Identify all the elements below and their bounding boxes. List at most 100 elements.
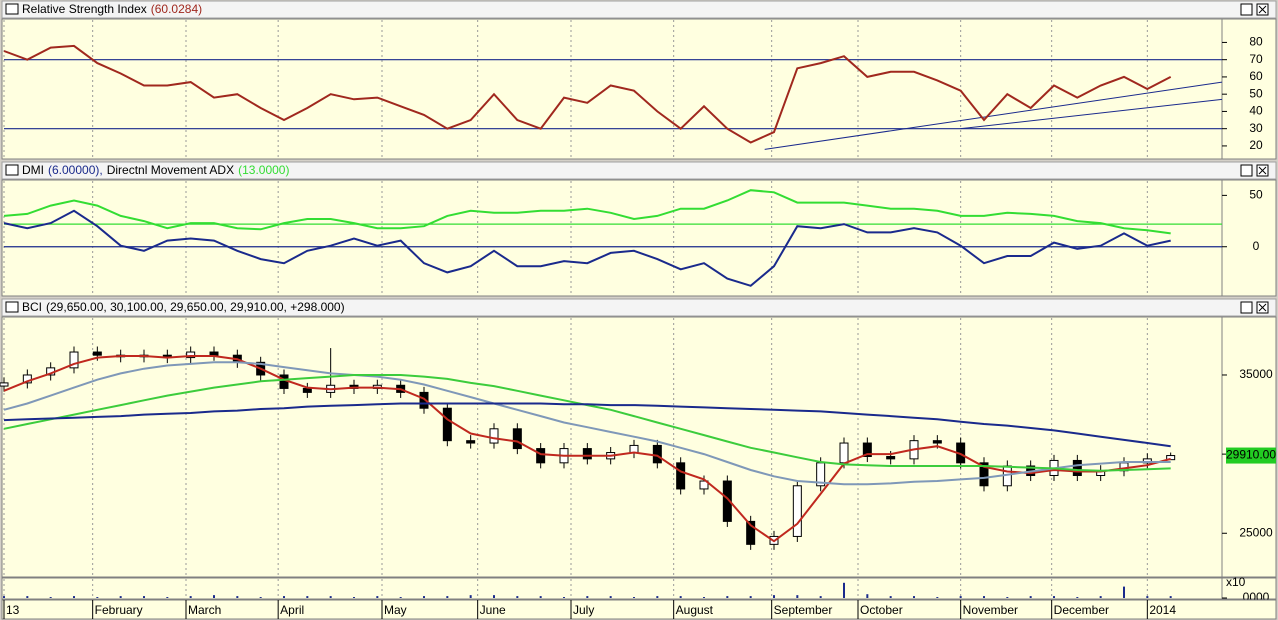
title-name: BCI [22, 300, 42, 314]
volume-bar [656, 596, 659, 598]
x-tick-label: May [384, 603, 407, 617]
volume-bar [1099, 596, 1102, 598]
candle-body [839, 442, 849, 464]
volume-bar [1146, 596, 1149, 598]
volume-bar [446, 596, 449, 598]
volume-bar [983, 596, 985, 598]
volume-bar [399, 597, 402, 598]
candle-body [512, 428, 522, 450]
volume-bar [143, 596, 145, 598]
x-tick-label: October [860, 603, 903, 617]
candle-body [629, 444, 639, 454]
volume-bar [516, 596, 519, 598]
panel-header [1, 0, 1277, 19]
x-tick-label: April [280, 603, 304, 617]
y-tick-label: 20 [1249, 138, 1263, 152]
panel-header [1, 298, 1277, 317]
minimize-button[interactable] [1240, 301, 1253, 314]
volume-bar [26, 596, 29, 598]
axis-bg [1221, 577, 1277, 600]
candle-body [1072, 459, 1082, 476]
panel-title: DMI (6.00000), Directnl Movement ADX (13.00… [22, 163, 289, 177]
plot-bg [1, 179, 1223, 297]
candle-body [209, 351, 219, 356]
x-tick-label: June [480, 603, 506, 617]
minimize-button[interactable] [1240, 3, 1253, 16]
candle-body [302, 387, 312, 393]
series-line [3, 361, 1171, 486]
series-line [3, 44, 1172, 144]
volume-bar [283, 596, 285, 598]
x-tick-label: July [573, 603, 594, 617]
close-x[interactable] [1258, 5, 1267, 14]
volume-bar [936, 597, 939, 598]
panel-icon [5, 3, 19, 15]
y-tick-label: 25000 [1239, 525, 1273, 539]
panel-header [1, 161, 1277, 180]
y-tick-label: 40 [1249, 104, 1263, 118]
minimize-button[interactable] [1240, 164, 1253, 177]
volume-bar [119, 596, 122, 598]
panel-title: BCI (29,650.00, 30,100.00, 29,650.00, 29,… [22, 300, 345, 314]
volume-bar [1029, 596, 1032, 598]
y-tick-label: 0 [1253, 239, 1260, 253]
x-tick-label: February [95, 603, 143, 617]
volume-bar [866, 594, 869, 598]
y-tick-label: 30 [1249, 121, 1263, 135]
x-tick-label: August [676, 603, 714, 617]
candle-body [92, 351, 102, 356]
candle-body [886, 455, 896, 460]
y-tick-label: 60 [1249, 69, 1263, 83]
x-tick-label: September [774, 603, 833, 617]
volume-bar [796, 595, 799, 598]
y-tick-label: 70 [1249, 52, 1263, 66]
volume-bar [679, 596, 682, 598]
panel-icon [5, 301, 19, 313]
candle-body [722, 480, 732, 522]
series-value: (6.00000), [48, 163, 103, 177]
x-tick-label: 2014 [1149, 603, 1176, 617]
candle-body [186, 351, 196, 359]
series-line [3, 209, 1171, 287]
volume-bar [189, 596, 192, 598]
volume-bar [726, 596, 729, 598]
y-tick-label: 80 [1249, 35, 1263, 49]
panel-icon [5, 164, 19, 176]
y-tick-label: 50 [1249, 86, 1263, 100]
candle-body [792, 485, 802, 537]
volume-bar [49, 597, 52, 598]
series-value: (13.0000) [238, 163, 289, 177]
axis-bg [1221, 316, 1277, 578]
volume-bar [493, 595, 495, 598]
axis-bg [1221, 179, 1277, 297]
series-name: Directnl Movement ADX [107, 163, 234, 177]
volume-bar [539, 596, 542, 598]
x-tick-label: 13 [6, 603, 20, 617]
close-x[interactable] [1258, 303, 1267, 312]
candle-body [932, 440, 942, 444]
y-tick-label: 35000 [1239, 367, 1273, 381]
x-axis-bg [1, 599, 1277, 620]
volume-bar [913, 596, 915, 598]
volume-bar [96, 597, 99, 598]
series-name: DMI [22, 163, 44, 177]
candle-body [69, 351, 79, 369]
y-tick-label: 50 [1249, 188, 1263, 202]
volume-bar [889, 596, 892, 598]
candle-body [746, 520, 756, 545]
volume-bar [1053, 596, 1055, 598]
candle-body [419, 391, 429, 409]
trend-line [960, 98, 1223, 130]
candle-body [489, 428, 499, 444]
series-line [3, 189, 1171, 235]
volume-bar [609, 596, 612, 598]
close-x[interactable] [1258, 166, 1267, 175]
volume-bar [236, 596, 239, 598]
volume-bar [353, 597, 355, 598]
candle-body [279, 374, 289, 389]
series-line [3, 355, 1171, 543]
volume-bar [1006, 597, 1009, 598]
candle-body [582, 448, 592, 460]
